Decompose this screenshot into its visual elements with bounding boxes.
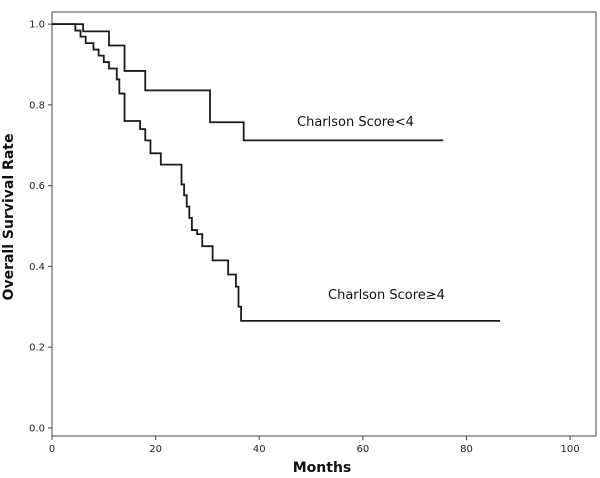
y-tick-label: 0.6: [29, 181, 45, 192]
survival-curve-charlson-ge4: [52, 23, 501, 322]
y-axis: 0.0 0.2 0.4 0.6 0.8 1.0: [29, 20, 52, 434]
y-tick-label: 0.0: [29, 423, 45, 434]
y-tick-label: 0.4: [29, 262, 45, 273]
plot-border: [51, 11, 597, 437]
series-layer: [52, 23, 501, 322]
y-tick-label: 0.8: [29, 100, 45, 111]
y-axis-title: Overall Survival Rate: [1, 134, 17, 301]
x-tick-label: 80: [460, 444, 473, 455]
plot-frame: [51, 11, 597, 437]
x-axis: 0 20 40 60 80 100: [49, 436, 580, 455]
y-tick-label: 1.0: [29, 20, 45, 31]
x-tick-label: 60: [356, 444, 369, 455]
x-tick-label: 100: [561, 444, 580, 455]
x-tick-label: 0: [49, 444, 55, 455]
y-tick-label: 0.2: [29, 343, 45, 354]
x-axis-title: Months: [293, 460, 352, 476]
x-tick-label: 40: [253, 444, 266, 455]
x-tick-label: 20: [149, 444, 162, 455]
series-label-charlson-lt4: Charlson Score<4: [297, 115, 414, 130]
series-label-charlson-ge4: Charlson Score≥4: [328, 288, 445, 303]
survival-curve-charlson-lt4: [52, 23, 444, 142]
